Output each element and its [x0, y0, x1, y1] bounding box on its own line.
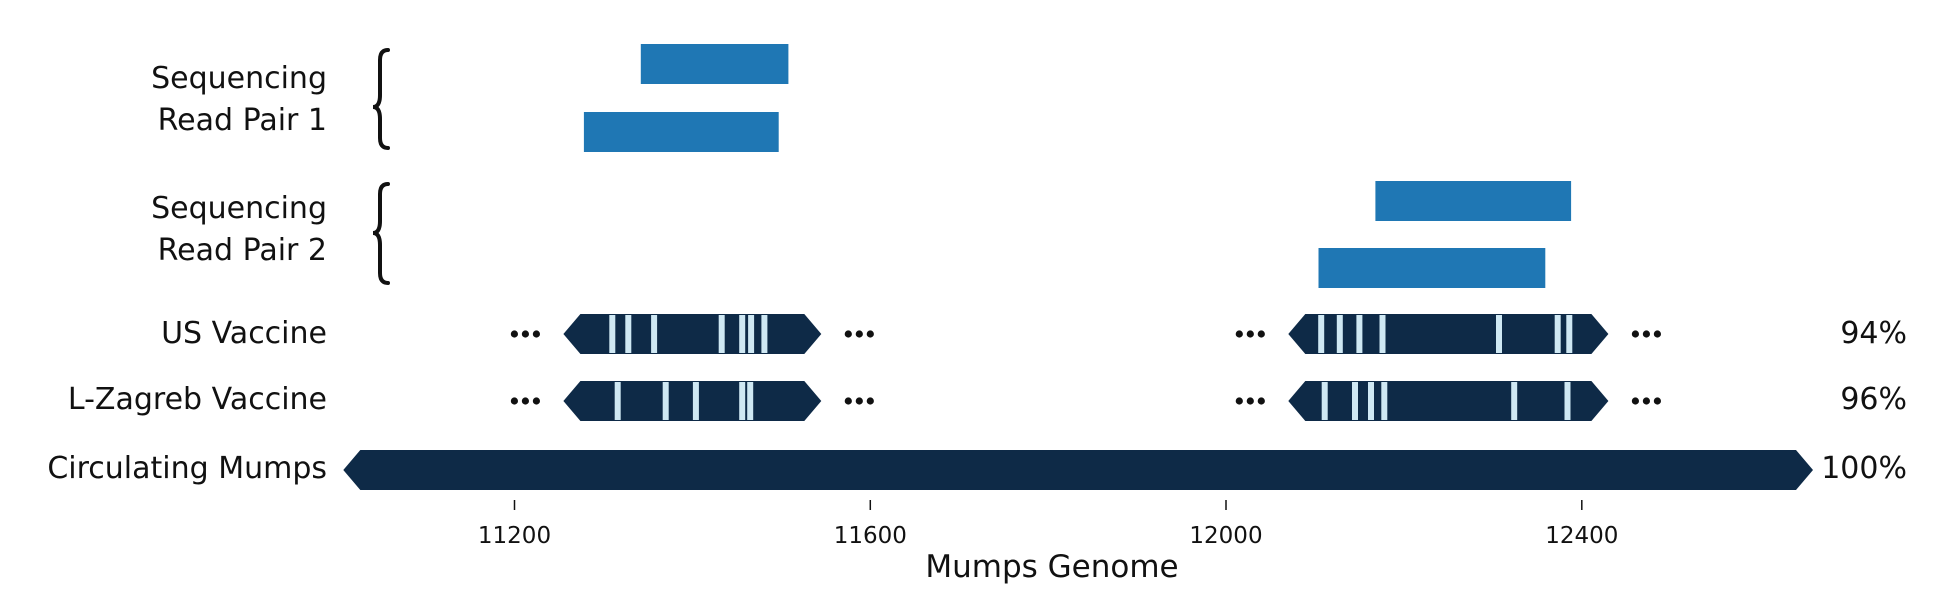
ellipsis-dots	[1235, 330, 1265, 338]
vaccine-segment	[510, 381, 874, 421]
ellipsis-dot	[1631, 330, 1639, 338]
ellipsis-dot	[510, 330, 518, 338]
variant-mark	[1554, 315, 1561, 353]
segment-body	[1288, 314, 1609, 354]
ellipsis-dot	[521, 330, 530, 338]
variant-mark	[1511, 382, 1518, 420]
ellipsis-dot	[1642, 397, 1650, 405]
ellipsis-dots	[1631, 397, 1661, 405]
ellipsis-dot	[532, 330, 541, 338]
variant-mark	[614, 382, 621, 420]
vaccine-segment	[1235, 381, 1661, 421]
ellipsis-dots	[510, 330, 541, 338]
variant-mark	[747, 382, 754, 420]
ellipsis-dot	[855, 397, 863, 405]
row-label-l-zagreb-vaccine: L-Zagreb Vaccine	[68, 382, 327, 417]
identity-l-zagreb-vaccine: 96%	[1840, 382, 1907, 417]
ellipsis-dots	[510, 397, 541, 405]
ellipsis-dot	[1642, 330, 1650, 338]
ellipsis-dots	[844, 397, 874, 405]
ellipsis-dots	[1235, 397, 1265, 405]
variant-mark	[1381, 382, 1388, 420]
variant-mark	[692, 382, 699, 420]
row-label-read-pair-1-line-2: Read Pair 1	[158, 103, 327, 138]
circulating-genome	[343, 450, 1813, 490]
variant-mark	[1321, 382, 1328, 420]
ellipsis-dot	[855, 330, 863, 338]
variant-mark	[651, 315, 658, 353]
variant-mark	[748, 315, 755, 353]
ellipsis-dot	[1257, 330, 1265, 338]
segment-body	[563, 381, 822, 421]
read-bar	[640, 44, 789, 84]
row-label-read-pair-2-line-2: Read Pair 2	[158, 233, 327, 268]
vaccine-segments	[510, 314, 1661, 421]
ellipsis-dot	[866, 330, 874, 338]
ellipsis-dot	[844, 397, 852, 405]
read-bar	[1318, 248, 1546, 288]
row-label-read-pair-2-line-1: Sequencing	[151, 191, 327, 226]
variant-mark	[609, 315, 616, 353]
ellipsis-dot	[1653, 330, 1661, 338]
brace-read-pair-2	[372, 182, 390, 285]
ellipsis-dot	[1631, 397, 1639, 405]
ellipsis-dot	[1235, 397, 1243, 405]
ellipsis-dot	[1246, 330, 1254, 338]
identity-percentages: 94% 96% 100%	[1821, 316, 1907, 486]
variant-mark	[1564, 382, 1571, 420]
read-bar	[1375, 181, 1572, 221]
vaccine-segment	[1235, 314, 1661, 354]
variant-mark	[1566, 315, 1573, 353]
x-tick-label: 11200	[478, 523, 551, 549]
variant-mark	[1352, 382, 1358, 420]
ellipsis-dots	[844, 330, 874, 338]
brace-read-pair-1	[372, 48, 390, 150]
x-tick-label: 12400	[1545, 523, 1618, 549]
ellipsis-dot	[1257, 397, 1265, 405]
ellipsis-dot	[521, 397, 530, 405]
ellipsis-dot	[844, 330, 852, 338]
row-labels: Sequencing Read Pair 1 Sequencing Read P…	[47, 61, 327, 486]
row-label-read-pair-1-line-1: Sequencing	[151, 61, 327, 96]
x-tick-label: 11600	[834, 523, 907, 549]
ellipsis-dot	[1235, 330, 1243, 338]
vaccine-segment	[510, 314, 874, 354]
ellipsis-dot	[866, 397, 874, 405]
x-axis: 11200 11600 12000 12400	[478, 500, 1618, 549]
variant-mark	[1379, 315, 1386, 353]
x-axis-label: Mumps Genome	[925, 549, 1178, 585]
variant-mark	[718, 315, 725, 353]
sequencing-reads	[583, 44, 1572, 288]
variant-mark	[1496, 315, 1502, 353]
ellipsis-dot	[510, 397, 518, 405]
variant-mark	[662, 382, 669, 420]
variant-mark	[1336, 315, 1343, 353]
ellipsis-dot	[1653, 397, 1661, 405]
variant-mark	[625, 315, 632, 353]
variant-mark	[739, 382, 746, 420]
variant-mark	[1318, 315, 1325, 353]
ellipsis-dot	[1246, 397, 1254, 405]
ellipsis-dot	[532, 397, 541, 405]
variant-mark	[1368, 382, 1374, 420]
identity-us-vaccine: 94%	[1840, 316, 1907, 351]
row-label-us-vaccine: US Vaccine	[161, 316, 327, 351]
row-label-circulating-mumps: Circulating Mumps	[47, 451, 327, 486]
x-tick-label: 12000	[1189, 523, 1262, 549]
variant-mark	[739, 315, 746, 353]
identity-circulating-mumps: 100%	[1821, 451, 1907, 486]
ellipsis-dots	[1631, 330, 1661, 338]
variant-mark	[1356, 315, 1363, 353]
segment-body	[563, 314, 822, 354]
segment-body	[1288, 381, 1609, 421]
circulating-genome-body	[343, 450, 1813, 490]
read-bar	[583, 112, 779, 152]
variant-mark	[761, 315, 768, 353]
